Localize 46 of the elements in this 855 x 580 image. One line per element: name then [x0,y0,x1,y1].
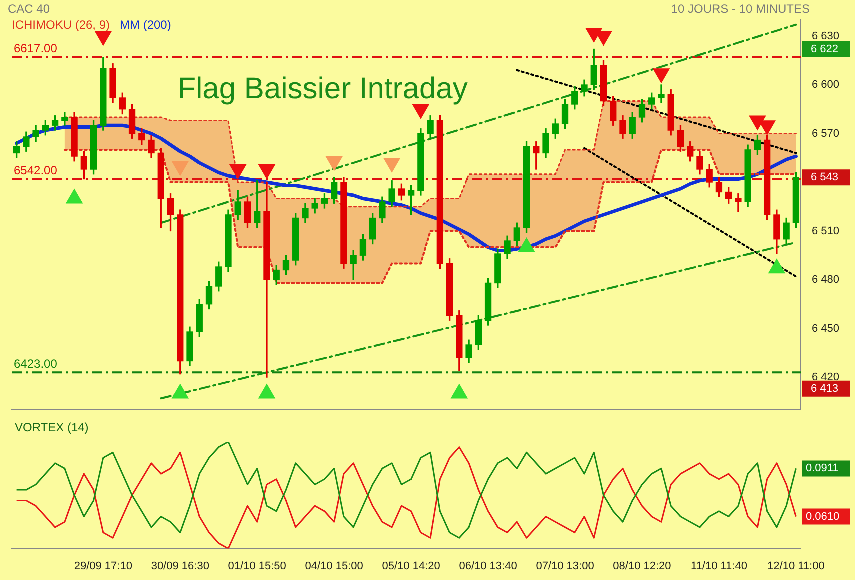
y-tick-label: 6 450 [812,322,840,335]
x-tick-label: 12/10 11:00 [768,560,825,572]
annotation: Flag Baissier Intraday [178,72,468,106]
x-tick-label: 07/10 13:00 [536,560,594,572]
point [384,158,400,172]
point [412,104,430,119]
x-tick-label: 01/10 15:50 [228,560,286,572]
point [451,384,468,399]
x-tick-label: 06/10 13:40 [459,560,518,572]
y-tick-label: 6 543 [811,172,839,184]
point [759,120,776,136]
x-tick-label: 30/09 16:30 [151,560,210,572]
y-tick-label: 6 622 [811,43,839,56]
x-tick-label: 05/10 14:20 [382,560,440,572]
point [258,164,276,179]
y-tick-label: 6 600 [812,79,840,92]
chart-title: CAC 40 [8,2,50,16]
y-tick-label: 6 413 [811,382,839,395]
point [586,28,602,42]
ref-line-label: 6423.00 [14,356,58,371]
point [258,384,276,399]
y-tick-label: 6 570 [812,128,840,140]
x-tick-label: 29/09 17:10 [74,560,132,572]
point [95,31,112,46]
chart-title: VORTEX (14) [15,420,89,434]
x-tick-label: 08/10 12:20 [613,560,672,572]
ref-line-label: 6542.00 [14,164,58,178]
candlestick [735,194,742,212]
point [172,384,189,399]
text: MM (200) [120,18,172,32]
point [653,68,670,84]
point [326,156,343,171]
y-tick-label: 6 480 [812,274,840,286]
text: 0.0911 [806,462,839,475]
point [230,164,246,179]
y-tick-label: 6 510 [812,225,840,238]
y-tick-label: 6 630 [812,30,840,42]
candlestick [658,84,665,104]
chart-subtitle: 10 JOURS - 10 MINUTES [671,2,810,16]
text: 0.0610 [806,510,840,523]
y-tick-label: 6 420 [812,372,840,384]
point [172,161,189,176]
ref-line-label: 6617.00 [14,42,58,56]
x-tick-label: 11/10 11:40 [690,560,748,572]
text: ICHIMOKU (26, 9) [12,18,110,32]
x-tick-label: 04/10 15:00 [305,560,364,572]
